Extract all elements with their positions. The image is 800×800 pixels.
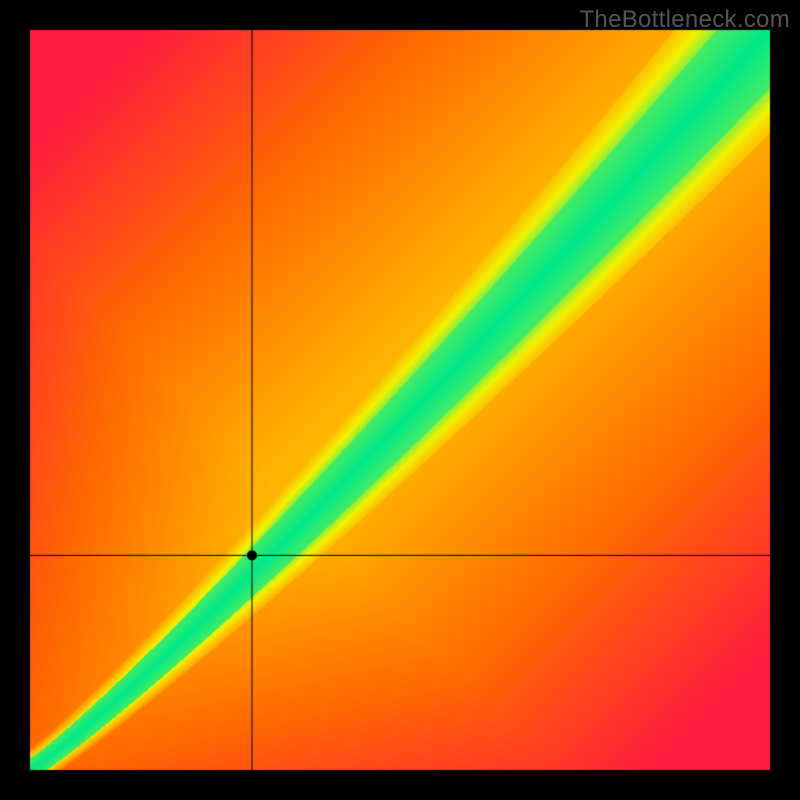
bottleneck-heatmap bbox=[0, 0, 800, 800]
watermark-text: TheBottleneck.com bbox=[579, 6, 790, 34]
chart-container: TheBottleneck.com bbox=[0, 0, 800, 800]
